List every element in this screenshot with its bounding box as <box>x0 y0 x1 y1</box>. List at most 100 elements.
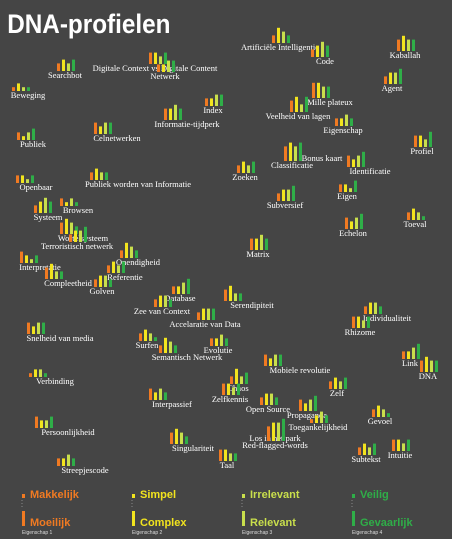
legend-low-bar <box>22 494 25 498</box>
bar <box>326 45 329 57</box>
bar <box>109 122 112 134</box>
bar <box>321 41 324 57</box>
bar <box>407 212 410 220</box>
bar <box>42 322 45 334</box>
bar <box>104 275 107 287</box>
bar <box>327 86 330 98</box>
bar <box>177 286 180 294</box>
bar <box>394 72 397 84</box>
bar <box>169 299 172 307</box>
bar <box>237 383 240 395</box>
bar <box>407 439 410 451</box>
bar <box>430 360 433 372</box>
bar <box>334 377 337 389</box>
legend-high: Complex <box>140 517 187 529</box>
node-label: Zelfkennis <box>212 394 248 404</box>
node-label: DNA <box>419 371 438 381</box>
bar <box>122 261 125 273</box>
bar <box>239 293 242 301</box>
bar <box>159 295 162 307</box>
bar <box>424 139 427 147</box>
bar <box>84 226 87 242</box>
node-label: Publiek <box>20 139 47 149</box>
bar <box>364 306 367 314</box>
bar <box>299 145 302 161</box>
node-label: Zelf <box>330 388 344 398</box>
bar <box>60 222 63 234</box>
bar <box>49 201 52 213</box>
node-label: Code <box>316 56 334 66</box>
bar <box>182 282 185 294</box>
bar <box>75 202 78 206</box>
bar <box>344 377 347 389</box>
bar <box>17 132 20 140</box>
bar <box>287 189 290 201</box>
bar <box>397 39 400 51</box>
node-label: Verbinding <box>36 376 75 386</box>
node-label: Zoeken <box>232 172 258 182</box>
bar <box>32 128 35 140</box>
bar <box>407 351 410 359</box>
bar <box>402 443 405 451</box>
bar <box>17 83 20 91</box>
bar <box>363 443 366 455</box>
bar <box>107 265 110 273</box>
bar <box>352 316 355 328</box>
bar <box>219 449 222 461</box>
bar <box>352 159 355 167</box>
bar <box>282 189 285 201</box>
bar <box>399 68 402 84</box>
bar <box>345 217 348 229</box>
bar <box>412 347 415 359</box>
bar <box>384 76 387 84</box>
bar <box>21 175 24 183</box>
bar <box>242 161 245 173</box>
bar <box>32 326 35 334</box>
bar <box>379 306 382 314</box>
bar <box>207 308 210 320</box>
bar <box>25 255 28 263</box>
bar <box>354 180 357 192</box>
bar <box>355 217 358 229</box>
bar <box>215 94 218 106</box>
bar <box>149 388 152 400</box>
node-label: Digitale Context vs Digitale Content <box>93 63 218 73</box>
bar <box>290 100 293 112</box>
node-label: Serendipiteit <box>230 300 274 310</box>
bar <box>170 432 173 444</box>
bar <box>270 393 273 405</box>
bar <box>329 381 332 389</box>
bar <box>57 63 60 71</box>
bar <box>220 334 223 346</box>
bar <box>272 422 275 434</box>
bar <box>240 376 243 384</box>
legend-name: Eigenschap 3 <box>242 530 273 536</box>
bar <box>65 218 68 234</box>
node-label: Terroristisch netwerk <box>41 241 114 251</box>
bar <box>187 278 190 294</box>
bar <box>39 369 42 377</box>
node-label: Taal <box>220 460 235 470</box>
bar <box>60 271 63 279</box>
bar <box>172 286 175 294</box>
bar <box>22 136 25 140</box>
bar <box>135 250 138 258</box>
bar <box>325 415 328 423</box>
bar <box>45 420 48 428</box>
legend-high: Gevaarlijk <box>360 517 413 529</box>
bar <box>159 345 162 353</box>
bar <box>362 151 365 167</box>
bar <box>34 369 37 377</box>
node-label: Accelaratie van Data <box>169 319 240 329</box>
node-label: Publiek worden van Informatie <box>85 179 191 189</box>
bar <box>149 333 152 341</box>
node-label: Surfen <box>136 340 159 350</box>
bar <box>260 234 263 250</box>
bar <box>368 447 371 455</box>
bar <box>417 212 420 220</box>
bar <box>94 122 97 134</box>
bar <box>162 64 165 72</box>
bar <box>149 52 152 64</box>
bar <box>174 104 177 120</box>
